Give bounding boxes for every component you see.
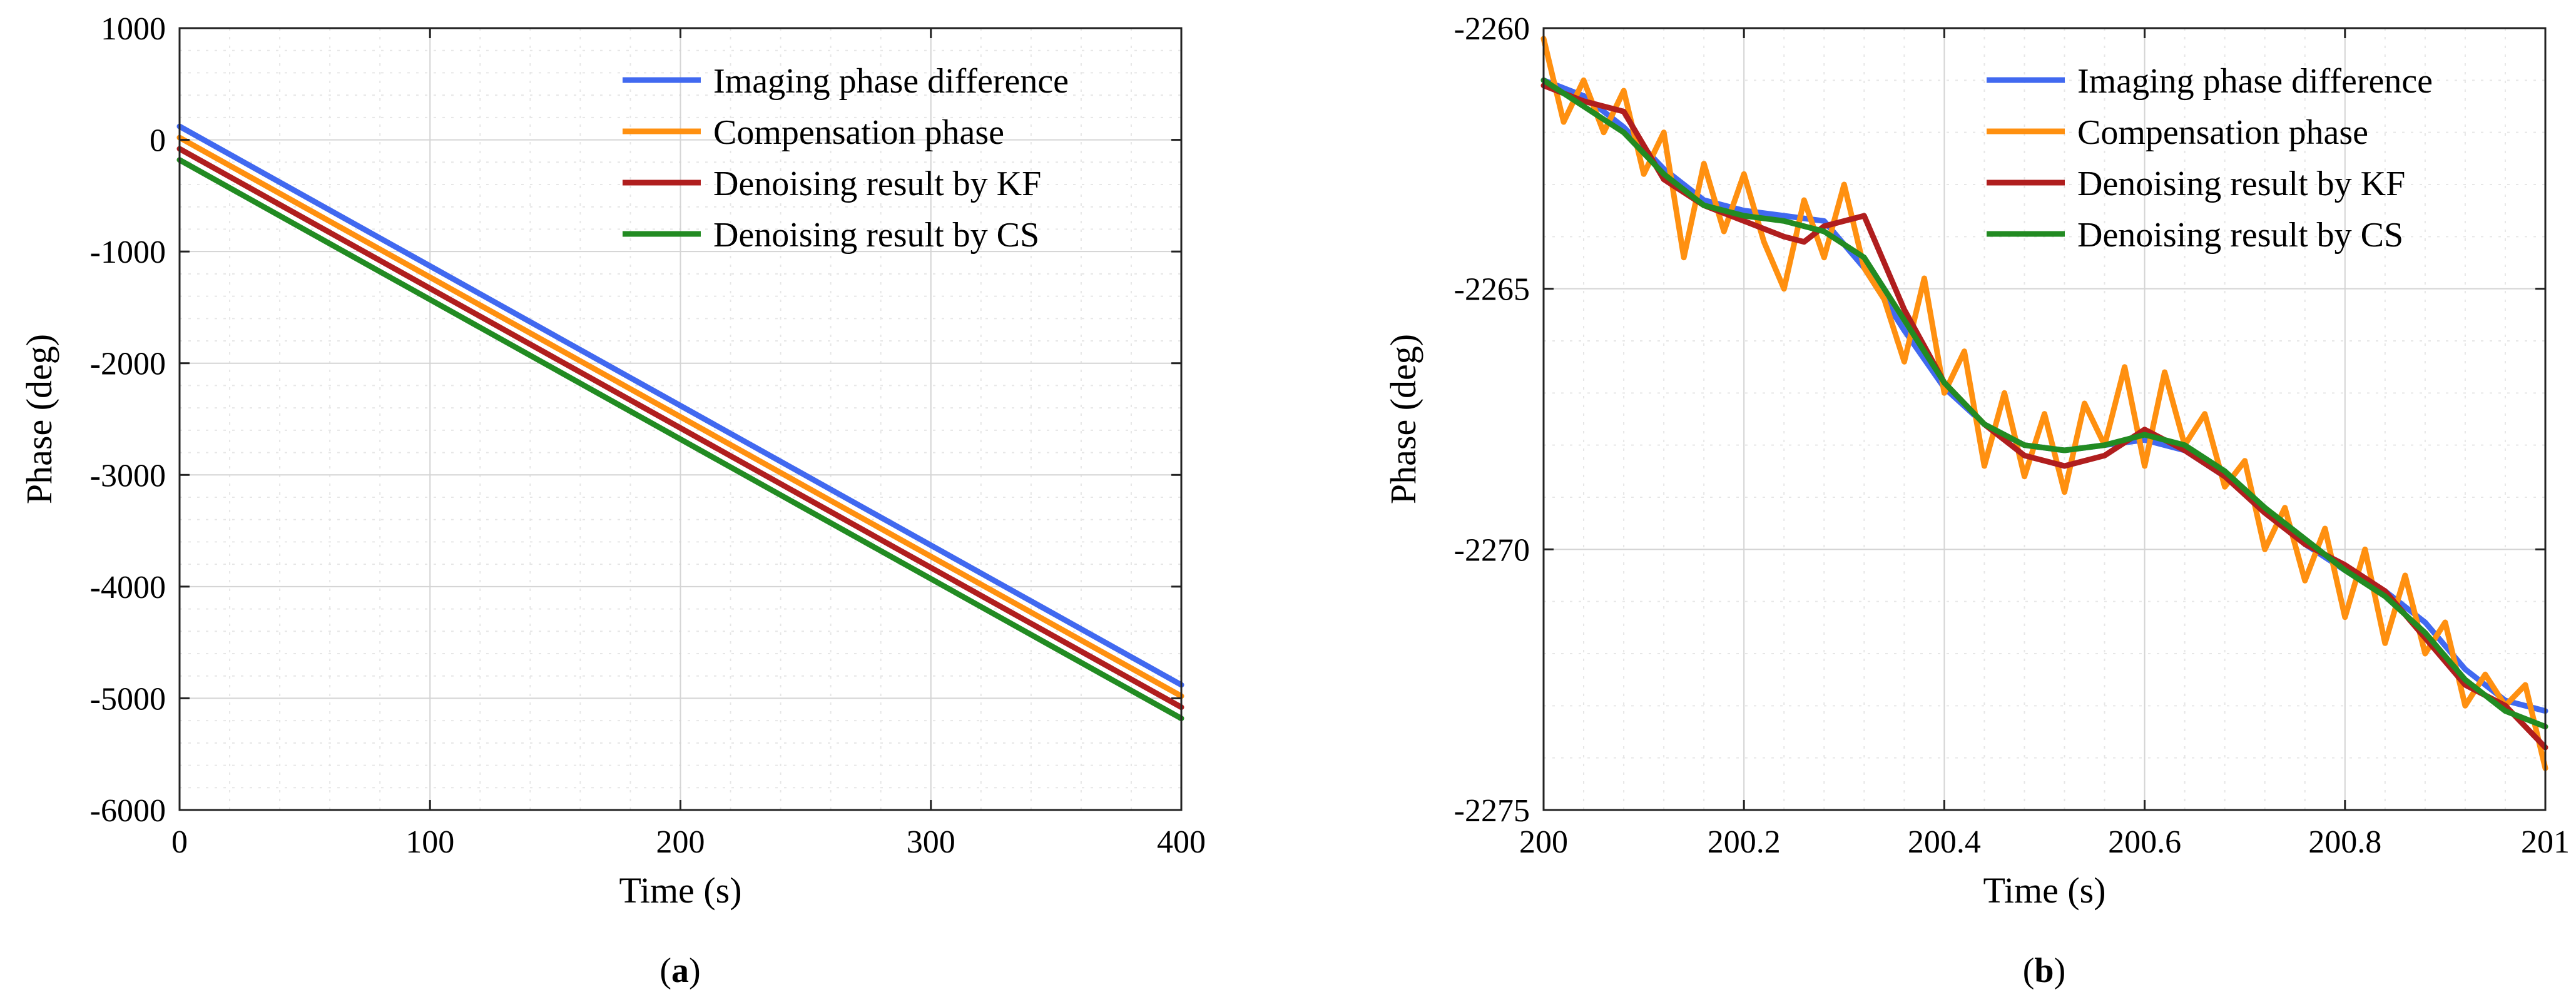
y-tick-label: -4000: [90, 570, 166, 605]
legend: Imaging phase difference Compensation pha…: [623, 62, 1069, 255]
series-line-2: [1540, 36, 2548, 771]
y-tick-label: -2260: [1454, 11, 1530, 47]
x-axis-label: Time (s): [619, 870, 741, 911]
series-line-4: [176, 157, 1184, 722]
x-tick-label: 300: [907, 824, 955, 860]
x-tick-label: 100: [405, 824, 454, 860]
legend-label: Denoising result by CS: [713, 216, 1039, 255]
series-group: [1540, 36, 2548, 771]
y-tick-label: -1000: [90, 235, 166, 270]
x-tick-label: 200.8: [2308, 824, 2381, 860]
series-line-1: [176, 123, 1184, 688]
legend-label: Compensation phase: [713, 113, 1004, 152]
series-line-3: [176, 146, 1184, 711]
legend: Imaging phase difference Compensation pha…: [1987, 62, 2433, 255]
x-tick-label: 200: [1519, 824, 1568, 860]
x-tick-label: 200: [656, 824, 705, 860]
series-line-4: [1540, 77, 2548, 730]
plot-frame: [1542, 27, 2547, 811]
panel-label: (a): [659, 951, 700, 990]
y-tick-label: -6000: [90, 793, 166, 829]
y-tick-label: -5000: [90, 681, 166, 717]
chart-panel-a: 0 100 200 300 400 1000 0 -1000 -2000 -3000 -4000 -5…: [19, 11, 1206, 990]
x-tick-label: 0: [171, 824, 188, 860]
legend-label: Compensation phase: [2077, 113, 2368, 152]
legend-label: Denoising result by KF: [2077, 164, 2405, 203]
legend-label: Denoising result by CS: [2077, 216, 2403, 255]
x-tick-label: 200.4: [1908, 824, 1981, 860]
x-tick-label: 200.6: [2108, 824, 2181, 860]
y-tick-label: -3000: [90, 458, 166, 493]
legend-label: Imaging phase difference: [2077, 62, 2433, 101]
y-tick-label: 1000: [101, 11, 166, 47]
x-tick-label: 201: [2521, 824, 2570, 860]
x-tick-label: 200.2: [1708, 824, 1781, 860]
x-tick-label: 400: [1157, 824, 1206, 860]
legend-label: Denoising result by KF: [713, 164, 1041, 203]
series-line-2: [176, 134, 1184, 699]
legend-label: Imaging phase difference: [713, 62, 1069, 101]
y-tick-label: -2270: [1454, 532, 1530, 568]
y-tick-label: -2000: [90, 347, 166, 382]
chart-panel-b: 200 200.2 200.4 200.6 200.8 201 -2260 -2265 -227…: [1383, 11, 2570, 990]
y-tick-label: -2275: [1454, 793, 1530, 829]
y-axis-label: Phase (deg): [1383, 334, 1423, 504]
series-group: [176, 123, 1184, 722]
x-axis-label: Time (s): [1983, 870, 2105, 911]
panel-label: (b): [2023, 951, 2065, 990]
y-tick-label: -2265: [1454, 272, 1530, 308]
y-axis-label: Phase (deg): [19, 334, 59, 504]
y-tick-label: 0: [150, 123, 166, 159]
